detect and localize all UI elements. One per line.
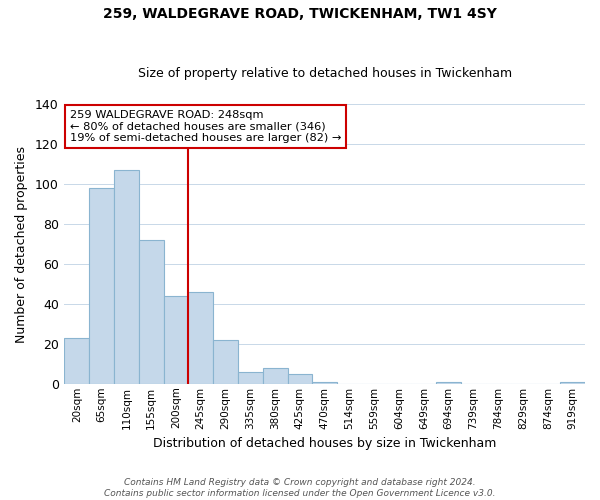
Bar [188, 292, 213, 384]
Bar [89, 188, 114, 384]
Title: Size of property relative to detached houses in Twickenham: Size of property relative to detached ho… [137, 66, 512, 80]
Bar [263, 368, 287, 384]
Bar [213, 340, 238, 384]
Bar [64, 338, 89, 384]
Text: 259, WALDEGRAVE ROAD, TWICKENHAM, TW1 4SY: 259, WALDEGRAVE ROAD, TWICKENHAM, TW1 4S… [103, 8, 497, 22]
Bar [312, 382, 337, 384]
Bar [114, 170, 139, 384]
Text: 259 WALDEGRAVE ROAD: 248sqm
← 80% of detached houses are smaller (346)
19% of se: 259 WALDEGRAVE ROAD: 248sqm ← 80% of det… [70, 110, 341, 143]
Bar [436, 382, 461, 384]
Bar [287, 374, 312, 384]
Bar [164, 296, 188, 384]
Bar [560, 382, 585, 384]
Y-axis label: Number of detached properties: Number of detached properties [15, 146, 28, 342]
Text: Contains HM Land Registry data © Crown copyright and database right 2024.
Contai: Contains HM Land Registry data © Crown c… [104, 478, 496, 498]
X-axis label: Distribution of detached houses by size in Twickenham: Distribution of detached houses by size … [153, 437, 496, 450]
Bar [139, 240, 164, 384]
Bar [238, 372, 263, 384]
